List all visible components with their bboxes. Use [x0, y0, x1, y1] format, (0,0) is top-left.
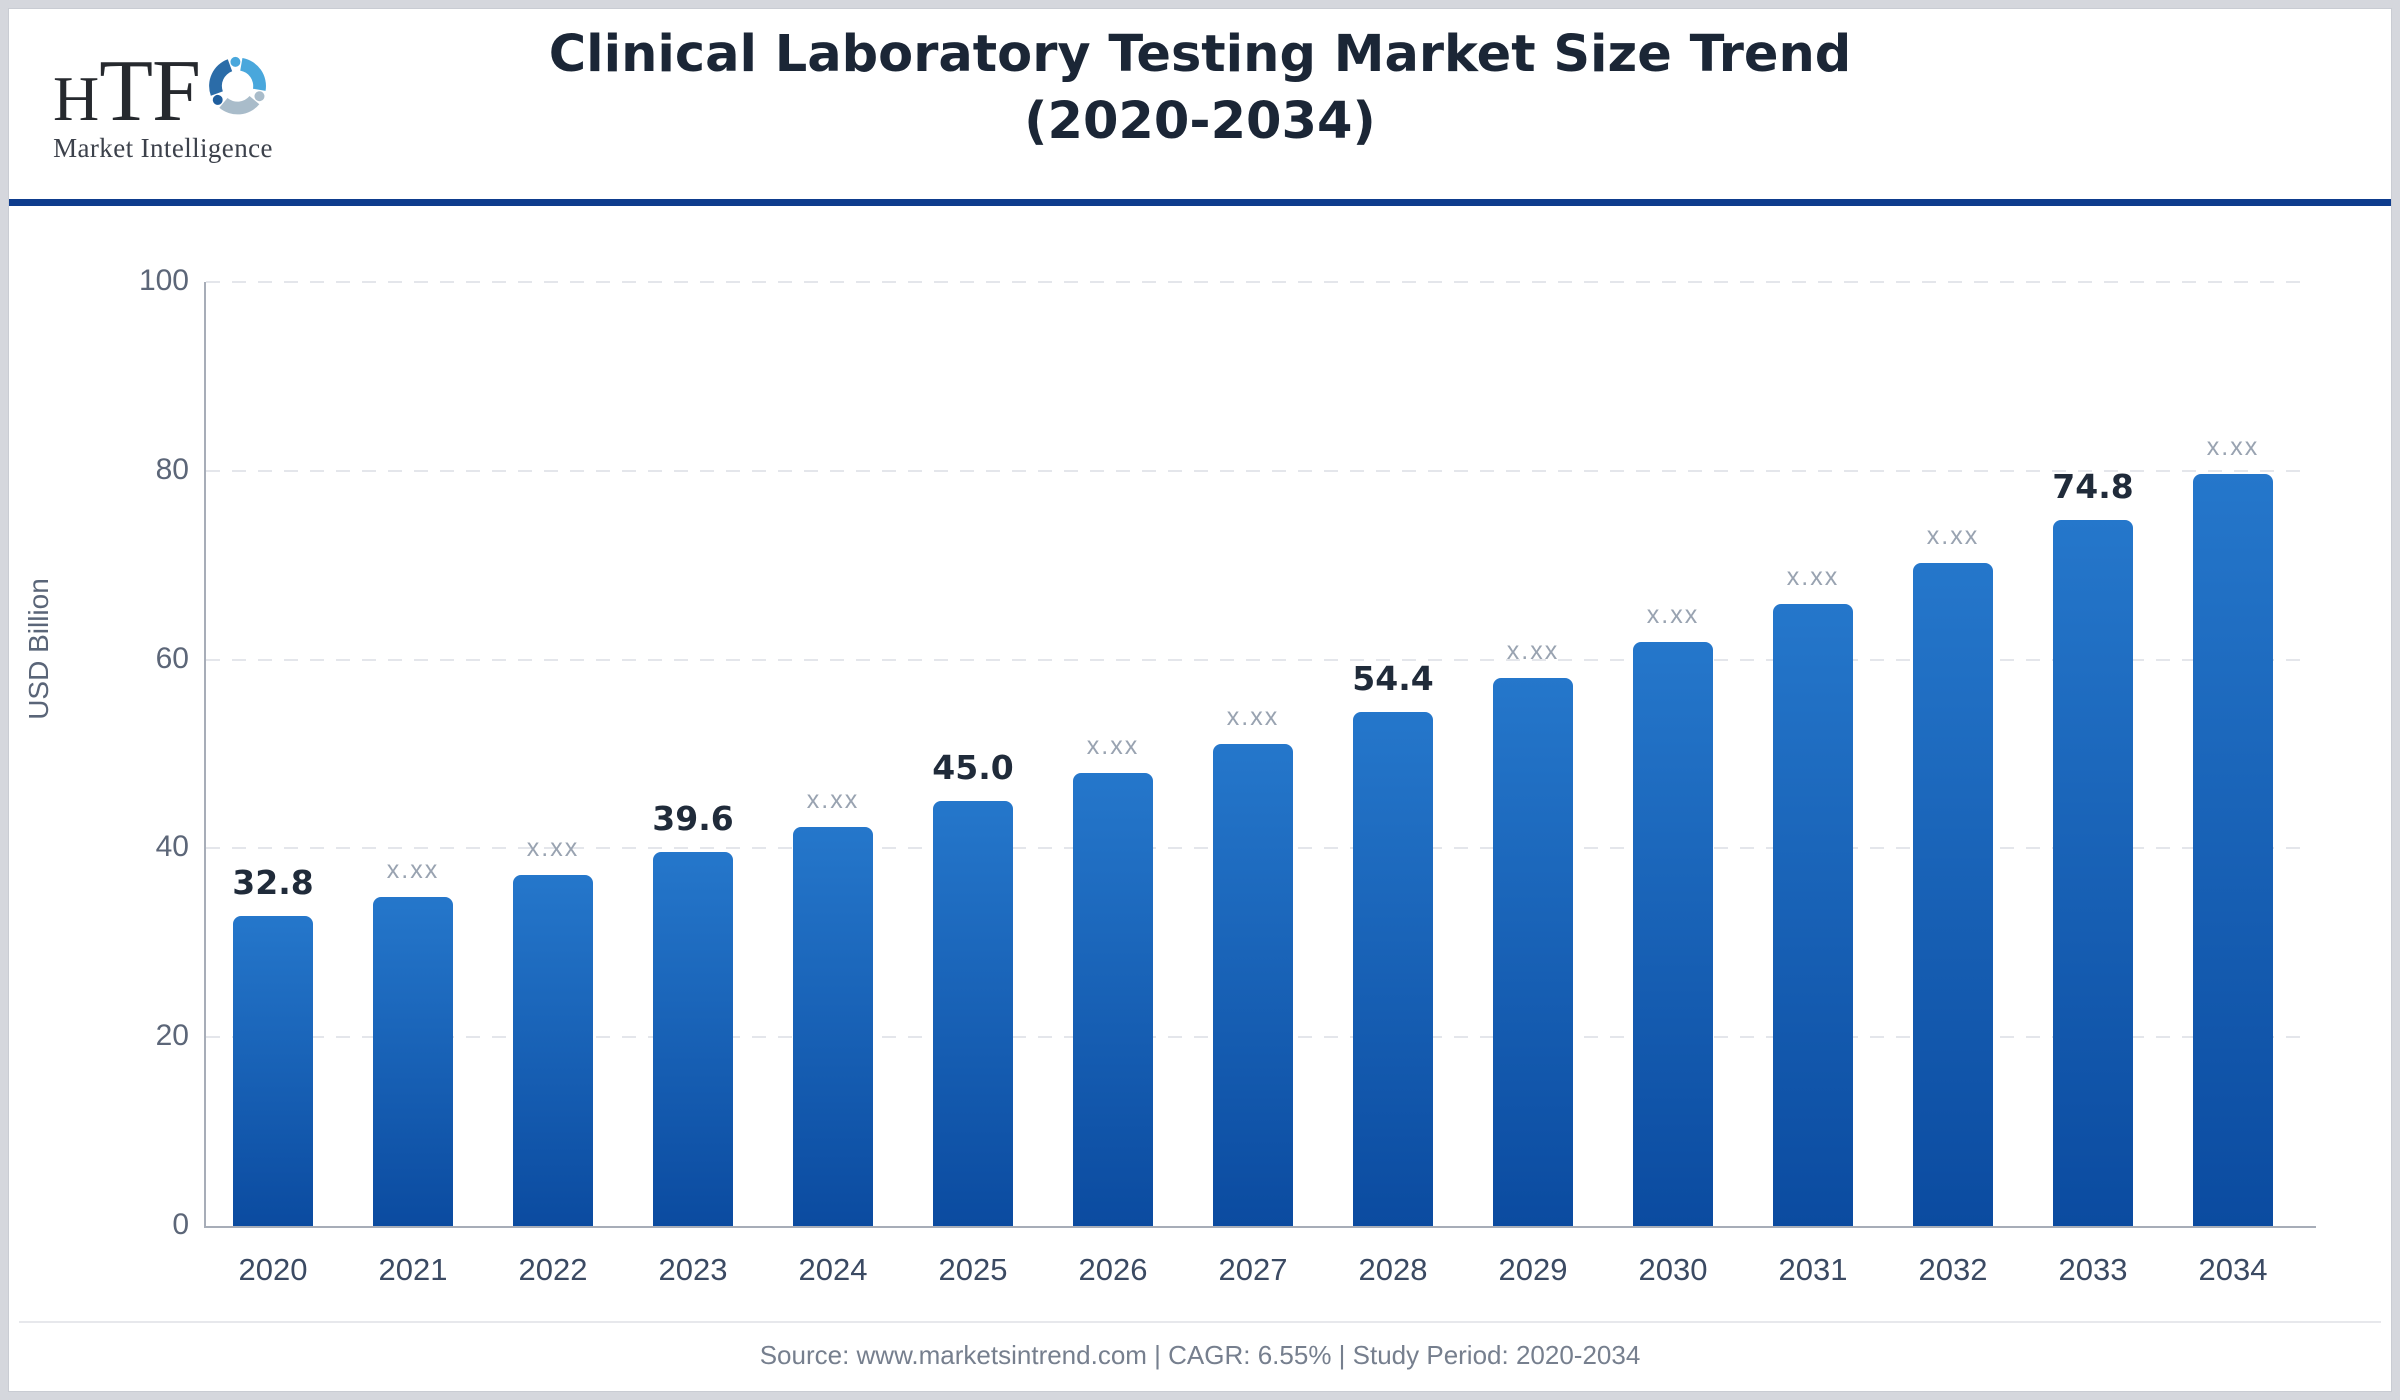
bar-2020 — [233, 916, 313, 1226]
x-tick-label-2028: 2028 — [1358, 1252, 1428, 1287]
bar-2028 — [1353, 712, 1433, 1226]
swirl-figure-gray-blue — [219, 91, 265, 115]
x-tick-label-2021: 2021 — [378, 1252, 448, 1287]
htf-logo-subtitle: Market Intelligence — [53, 133, 273, 163]
x-tick-label-2032: 2032 — [1918, 1252, 1988, 1287]
bar-value-label-2033: 74.8 — [2052, 466, 2134, 506]
bar-value-label-2021: x.xx — [386, 855, 440, 884]
page-title-line1: Clinical Laboratory Testing Market Size … — [548, 25, 1852, 84]
bar-value-label-2027: x.xx — [1226, 702, 1280, 731]
x-tick-label-2031: 2031 — [1778, 1252, 1848, 1287]
x-tick-label-2029: 2029 — [1498, 1252, 1568, 1287]
bar-value-label-2030: x.xx — [1646, 600, 1700, 629]
y-tick-label-80: 80 — [155, 452, 189, 486]
bar-value-label-2024: x.xx — [806, 785, 860, 814]
x-tick-label-2026: 2026 — [1078, 1252, 1148, 1287]
bar-2026 — [1073, 772, 1153, 1226]
y-axis-line — [204, 282, 206, 1228]
footer-divider — [19, 1321, 2381, 1323]
bar-2027 — [1213, 743, 1293, 1226]
x-tick-label-2020: 2020 — [238, 1252, 308, 1287]
bar-value-label-2032: x.xx — [1926, 522, 1980, 551]
bar-value-label-2022: x.xx — [526, 833, 580, 862]
y-tick-label-40: 40 — [155, 830, 189, 864]
htf-logo-letter-h: H — [53, 62, 100, 134]
plot-area: 32.8 2020 x.xx 2021 x.xx 2022 39.6 2023 x.xx 2024… — [204, 281, 2316, 1287]
bar-2031 — [1773, 603, 1853, 1226]
x-tick-label-2023: 2023 — [658, 1252, 728, 1287]
page-title-line2: (2020-2034) — [1024, 92, 1376, 151]
y-tick-label-100: 100 — [138, 264, 189, 297]
x-tick-label-2033: 2033 — [2058, 1252, 2128, 1287]
bar-value-label-2031: x.xx — [1786, 562, 1840, 591]
bar-2021 — [373, 896, 453, 1226]
gridline-60 — [206, 658, 2312, 661]
bar-2030 — [1633, 641, 1713, 1226]
bar-2029 — [1493, 677, 1573, 1226]
bar-2022 — [513, 874, 593, 1226]
bar-value-label-2025: 45.0 — [932, 748, 1014, 788]
gridline-100 — [206, 281, 2312, 283]
bar-2034 — [2193, 473, 2273, 1226]
htf-logo-row: HTF — [53, 47, 273, 135]
htf-logo: HTF Market Intelligence — [53, 47, 273, 165]
page-title: Clinical Laboratory Testing Market Size … — [9, 21, 2391, 155]
bar-value-label-2026: x.xx — [1086, 731, 1140, 760]
bar-2032 — [1913, 563, 1993, 1226]
y-tick-label-0: 0 — [172, 1208, 189, 1241]
bar-value-label-2028: 54.4 — [1352, 659, 1434, 699]
x-tick-label-2022: 2022 — [518, 1252, 588, 1287]
x-tick-label-2025: 2025 — [938, 1252, 1008, 1287]
swirl-figure-dark-blue — [209, 59, 233, 105]
footer-source-text: Source: www.marketsintrend.com | CAGR: 6… — [759, 1340, 1641, 1370]
x-tick-label-2027: 2027 — [1218, 1252, 1288, 1287]
htf-swirl-icon — [209, 56, 266, 115]
bar-value-label-2034: x.xx — [2206, 432, 2260, 461]
bar-value-label-2023: 39.6 — [652, 799, 734, 839]
htf-logo-letters-tf: TF — [99, 42, 201, 140]
gridline-80 — [206, 469, 2312, 472]
swirl-figure-light-blue — [230, 56, 266, 91]
header-divider — [9, 199, 2391, 206]
bar-2024 — [793, 826, 873, 1226]
x-axis-line — [204, 1226, 2316, 1228]
x-tick-label-2034: 2034 — [2198, 1252, 2268, 1287]
x-tick-label-2024: 2024 — [798, 1252, 868, 1287]
bar-2025 — [933, 801, 1013, 1226]
bar-value-label-2029: x.xx — [1506, 636, 1560, 665]
chart-card: HTF Market Intelligence Clinical Laborat… — [8, 8, 2392, 1392]
bar-value-label-2020: 32.8 — [232, 863, 314, 903]
x-tick-label-2030: 2030 — [1638, 1252, 1708, 1287]
htf-logo-text: HTF — [53, 47, 201, 135]
bar-2023 — [653, 852, 733, 1226]
y-tick-label-20: 20 — [155, 1019, 189, 1053]
y-tick-label-60: 60 — [155, 641, 189, 675]
bar-2033 — [2053, 519, 2133, 1226]
